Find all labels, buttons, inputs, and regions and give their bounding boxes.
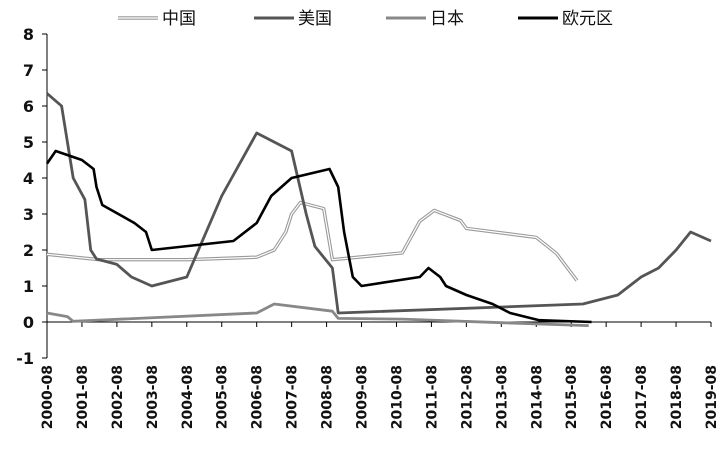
- series-line-outline: [46, 200, 579, 282]
- y-tick-label: 1: [23, 277, 34, 296]
- x-tick-label: 2015-08: [564, 365, 580, 429]
- y-tick-label: 4: [23, 169, 34, 188]
- x-tick-label: 2004-08: [180, 365, 196, 429]
- series-line-2: [46, 302, 589, 327]
- x-tick-label: 2010-08: [389, 365, 405, 429]
- series-line-1: [46, 92, 712, 315]
- y-tick-label: 0: [23, 313, 34, 332]
- x-tick-label: 2003-08: [145, 365, 161, 429]
- legend-item-1: 美国: [254, 9, 332, 29]
- y-tick-label: 3: [23, 205, 34, 224]
- legend-item-0: 中国: [118, 9, 196, 29]
- x-tick-label: 2001-08: [75, 365, 91, 429]
- x-tick-label: 2006-08: [250, 365, 266, 429]
- x-tick-label: 2002-08: [110, 365, 126, 429]
- x-tick-label: 2013-08: [494, 365, 510, 429]
- series-line-stroke: [45, 149, 592, 324]
- x-tick-label: 2008-08: [320, 365, 336, 429]
- x-tick-label: 2016-08: [599, 365, 615, 429]
- legend-label: 美国: [298, 9, 332, 29]
- legend-label: 日本: [430, 9, 464, 29]
- y-tick-label: 7: [23, 61, 34, 80]
- legend-label: 欧元区: [562, 9, 613, 29]
- series-line-3: [45, 149, 592, 324]
- legend-label: 中国: [162, 9, 196, 29]
- x-tick-label: 2017-08: [634, 365, 650, 429]
- x-tick-label: 2009-08: [355, 365, 371, 429]
- x-tick-label: 2005-08: [215, 365, 231, 429]
- series-line-inner: [46, 201, 578, 281]
- x-tick-label: 2000-08: [40, 365, 56, 429]
- x-tick-label: 2011-08: [424, 365, 440, 429]
- x-tick-label: 2012-08: [459, 365, 475, 429]
- x-tick-label: 2018-08: [669, 365, 685, 429]
- y-tick-label: 6: [23, 97, 34, 116]
- x-tick-label: 2014-08: [529, 365, 545, 429]
- x-tick-label: 2007-08: [285, 365, 301, 429]
- y-tick-label: -1: [16, 349, 34, 368]
- legend-item-2: 日本: [386, 9, 464, 29]
- series-line-0: [46, 200, 579, 282]
- y-tick-label: 2: [23, 241, 34, 260]
- series-line-stroke: [46, 302, 589, 327]
- y-tick-label: 5: [23, 133, 34, 152]
- legend-item-3: 欧元区: [518, 9, 613, 29]
- x-tick-label: 2019-08: [704, 365, 720, 429]
- series-line-stroke: [46, 92, 712, 315]
- y-tick-label: 8: [23, 25, 34, 44]
